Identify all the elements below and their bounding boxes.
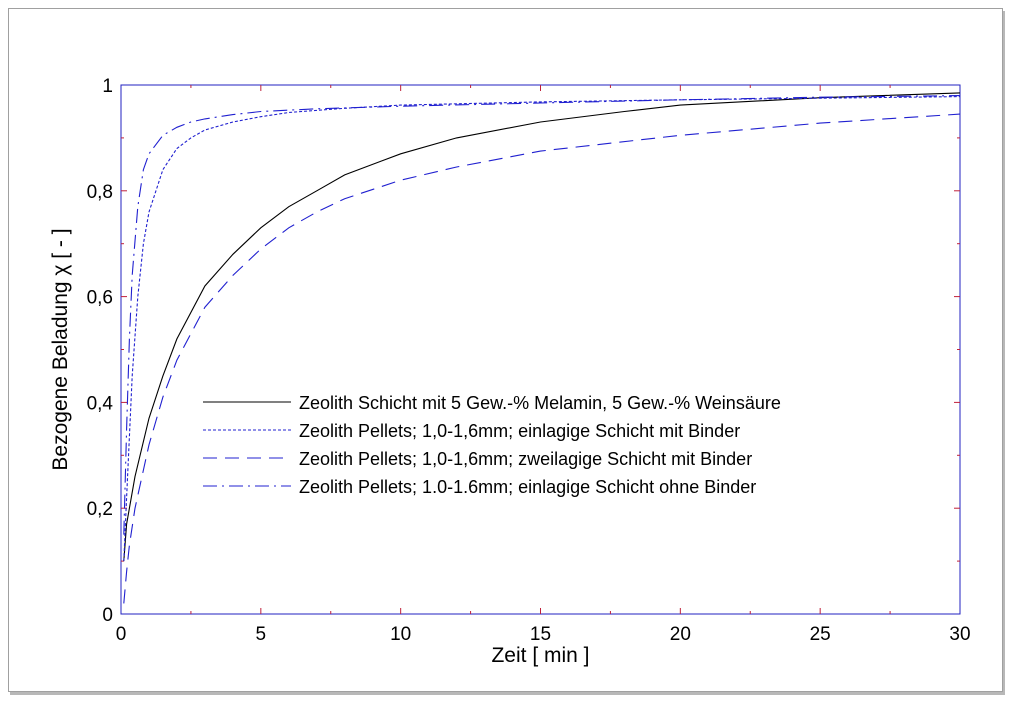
- legend-label-3: Zeolith Pellets; 1,0-1,6mm; zweilagige S…: [299, 449, 752, 469]
- x-tick-label: 10: [390, 624, 411, 645]
- x-tick-label: 5: [256, 624, 267, 645]
- series-line-4: [123, 95, 961, 535]
- loading-curve-chart: 0 5 10 15 20 25 30 0 0,2 0,4 0,6 0,8 1 Zeit [ min ] Be…: [49, 76, 971, 667]
- series-line-3: [123, 113, 961, 604]
- series-line-2: [123, 96, 961, 562]
- y-tick-label: 0,8: [87, 182, 113, 203]
- plot-area-border: [120, 84, 961, 615]
- y-tick-label: 0,2: [87, 499, 113, 520]
- y-tick-label: 0: [102, 605, 113, 626]
- y-tick-label: 0,4: [87, 393, 114, 414]
- x-tick-label: 30: [949, 624, 970, 645]
- y-tick-label: 0,6: [87, 288, 113, 309]
- x-axis-label: Zeit [ min ]: [491, 644, 589, 667]
- x-tick-label: 15: [530, 624, 551, 645]
- legend-label-4: Zeolith Pellets; 1.0-1.6mm; einlagige Sc…: [299, 477, 756, 497]
- y-tick-label: 1: [102, 76, 113, 97]
- chart-frame: 0 5 10 15 20 25 30 0 0,2 0,4 0,6 0,8 1 Zeit [ min ] Be…: [8, 8, 1003, 692]
- series-line-1: [123, 92, 961, 562]
- legend-label-2: Zeolith Pellets; 1,0-1,6mm; einlagige Sc…: [299, 421, 740, 441]
- legend-label-1: Zeolith Schicht mit 5 Gew.-% Melamin, 5 …: [299, 393, 781, 413]
- y-axis-label: Bezogene Beladung χ [ - ]: [49, 228, 72, 470]
- x-tick-label: 20: [670, 624, 691, 645]
- x-tick-label: 25: [810, 624, 831, 645]
- x-tick-label: 0: [116, 624, 127, 645]
